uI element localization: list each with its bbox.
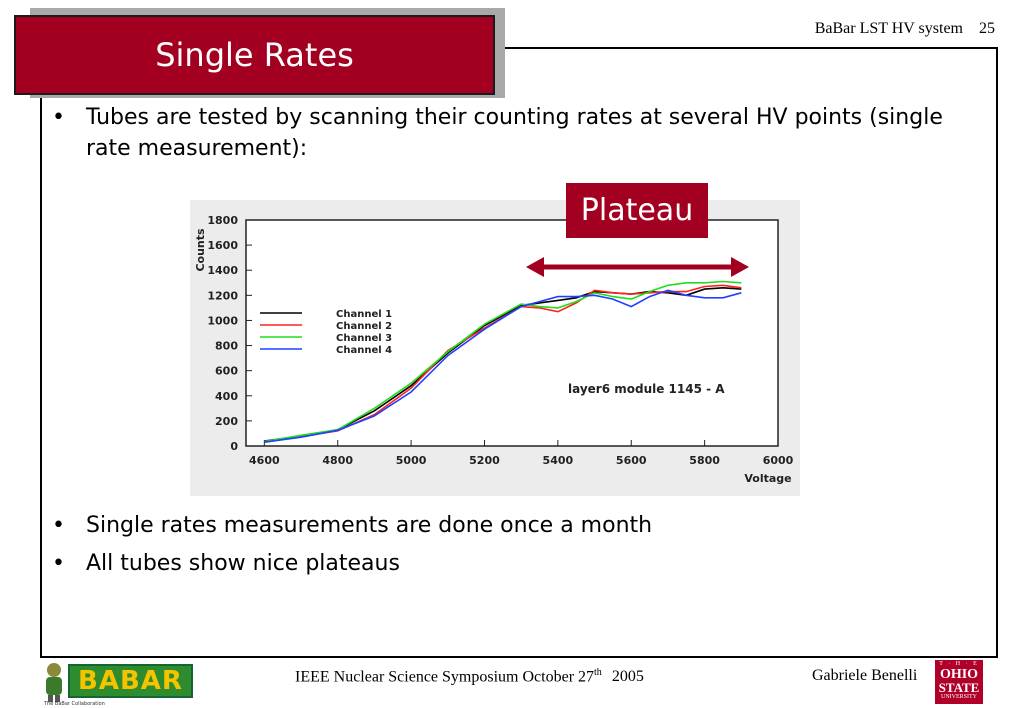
x-tick-label: 5800 [689, 454, 720, 467]
legend-label: Channel 2 [336, 321, 392, 332]
legend-label: Channel 4 [336, 345, 392, 356]
bullet-item: • Tubes are tested by scanning their cou… [52, 102, 982, 164]
series-line-3 [264, 280, 742, 443]
x-tick-label: 6000 [763, 454, 794, 467]
conference-text: IEEE Nuclear Science Symposium October 2… [295, 668, 595, 686]
x-tick-label: 5600 [616, 454, 647, 467]
babar-logo: BABAR [68, 664, 193, 698]
footer-author: Gabriele Benelli [812, 667, 918, 684]
header-title: BaBar LST HV system [814, 20, 963, 37]
plateau-arrow-left-head [526, 257, 544, 277]
chart-area: 0 200 400 600 800 1000 1200 1400 1600 1800 4600 480… [190, 200, 800, 496]
plateau-arrow-right-head [731, 257, 749, 277]
y-tick-label: 600 [215, 365, 238, 378]
y-tick-label: 200 [215, 415, 238, 428]
chart-annotation: layer6 module 1145 - A [568, 382, 725, 396]
plot-frame [245, 219, 779, 447]
rate-chart: 0 200 400 600 800 1000 1200 1400 1600 1800 4600 480… [194, 214, 794, 485]
conference-year: 2005 [611, 668, 644, 686]
bullet-list-bottom: • Single rates measurements are done onc… [52, 510, 982, 586]
bullet-item: • Single rates measurements are done onc… [52, 510, 982, 541]
legend-label: Channel 3 [336, 333, 392, 344]
legend-label: Channel 1 [336, 309, 392, 320]
x-tick-label: 5400 [543, 454, 574, 467]
y-tick-label: 1600 [207, 239, 238, 252]
conference-sup: th [594, 667, 602, 678]
ohio-state-logo: T · H · E OHIO STATE UNIVERSITY [935, 660, 983, 704]
y-tick-label: 400 [215, 390, 238, 403]
bullet-list-top: • Tubes are tested by scanning their cou… [52, 102, 982, 164]
osu-university: UNIVERSITY [941, 694, 977, 700]
osu-ohio: OHIO [939, 667, 979, 682]
y-tick-label: 0 [230, 440, 238, 453]
x-tick-label: 5000 [396, 454, 427, 467]
y-tick-label: 1000 [207, 314, 238, 327]
bullet-item: • All tubes show nice plateaus [52, 548, 982, 579]
bullet-dot: • [52, 105, 65, 130]
series-line-2 [264, 284, 742, 443]
osu-the: T · H · E [939, 661, 979, 667]
bullet-dot: • [52, 513, 65, 538]
bullet-dot: • [52, 551, 65, 576]
plateau-arrow [526, 257, 749, 277]
y-tick-label: 800 [215, 340, 238, 353]
osu-state: STATE [938, 680, 980, 695]
bullet-text: All tubes show nice plateaus [86, 551, 400, 576]
y-axis-label: Counts [194, 228, 207, 272]
x-tick-label: 5200 [469, 454, 500, 467]
footer-conference: IEEE Nuclear Science Symposium October 2… [295, 667, 644, 686]
slide-title: Single Rates [14, 15, 495, 95]
x-tick-label: 4800 [322, 454, 353, 467]
header: BaBar LST HV system 25 [815, 20, 995, 38]
babar-logo-subtitle: The BaBar Collaboration [44, 701, 105, 707]
y-tick-label: 1800 [207, 214, 238, 227]
plateau-callout: Plateau [566, 183, 708, 238]
bullet-text: Single rates measurements are done once … [86, 513, 653, 538]
page-number: 25 [979, 20, 995, 37]
x-tick-label: 4600 [249, 454, 280, 467]
y-tick-label: 1400 [207, 264, 238, 277]
bullet-text: Tubes are tested by scanning their count… [86, 105, 943, 161]
series-line-4 [264, 289, 742, 443]
babar-mascot-icon [46, 663, 62, 702]
x-axis-label: Voltage [744, 472, 791, 485]
y-tick-label: 1200 [207, 289, 238, 302]
